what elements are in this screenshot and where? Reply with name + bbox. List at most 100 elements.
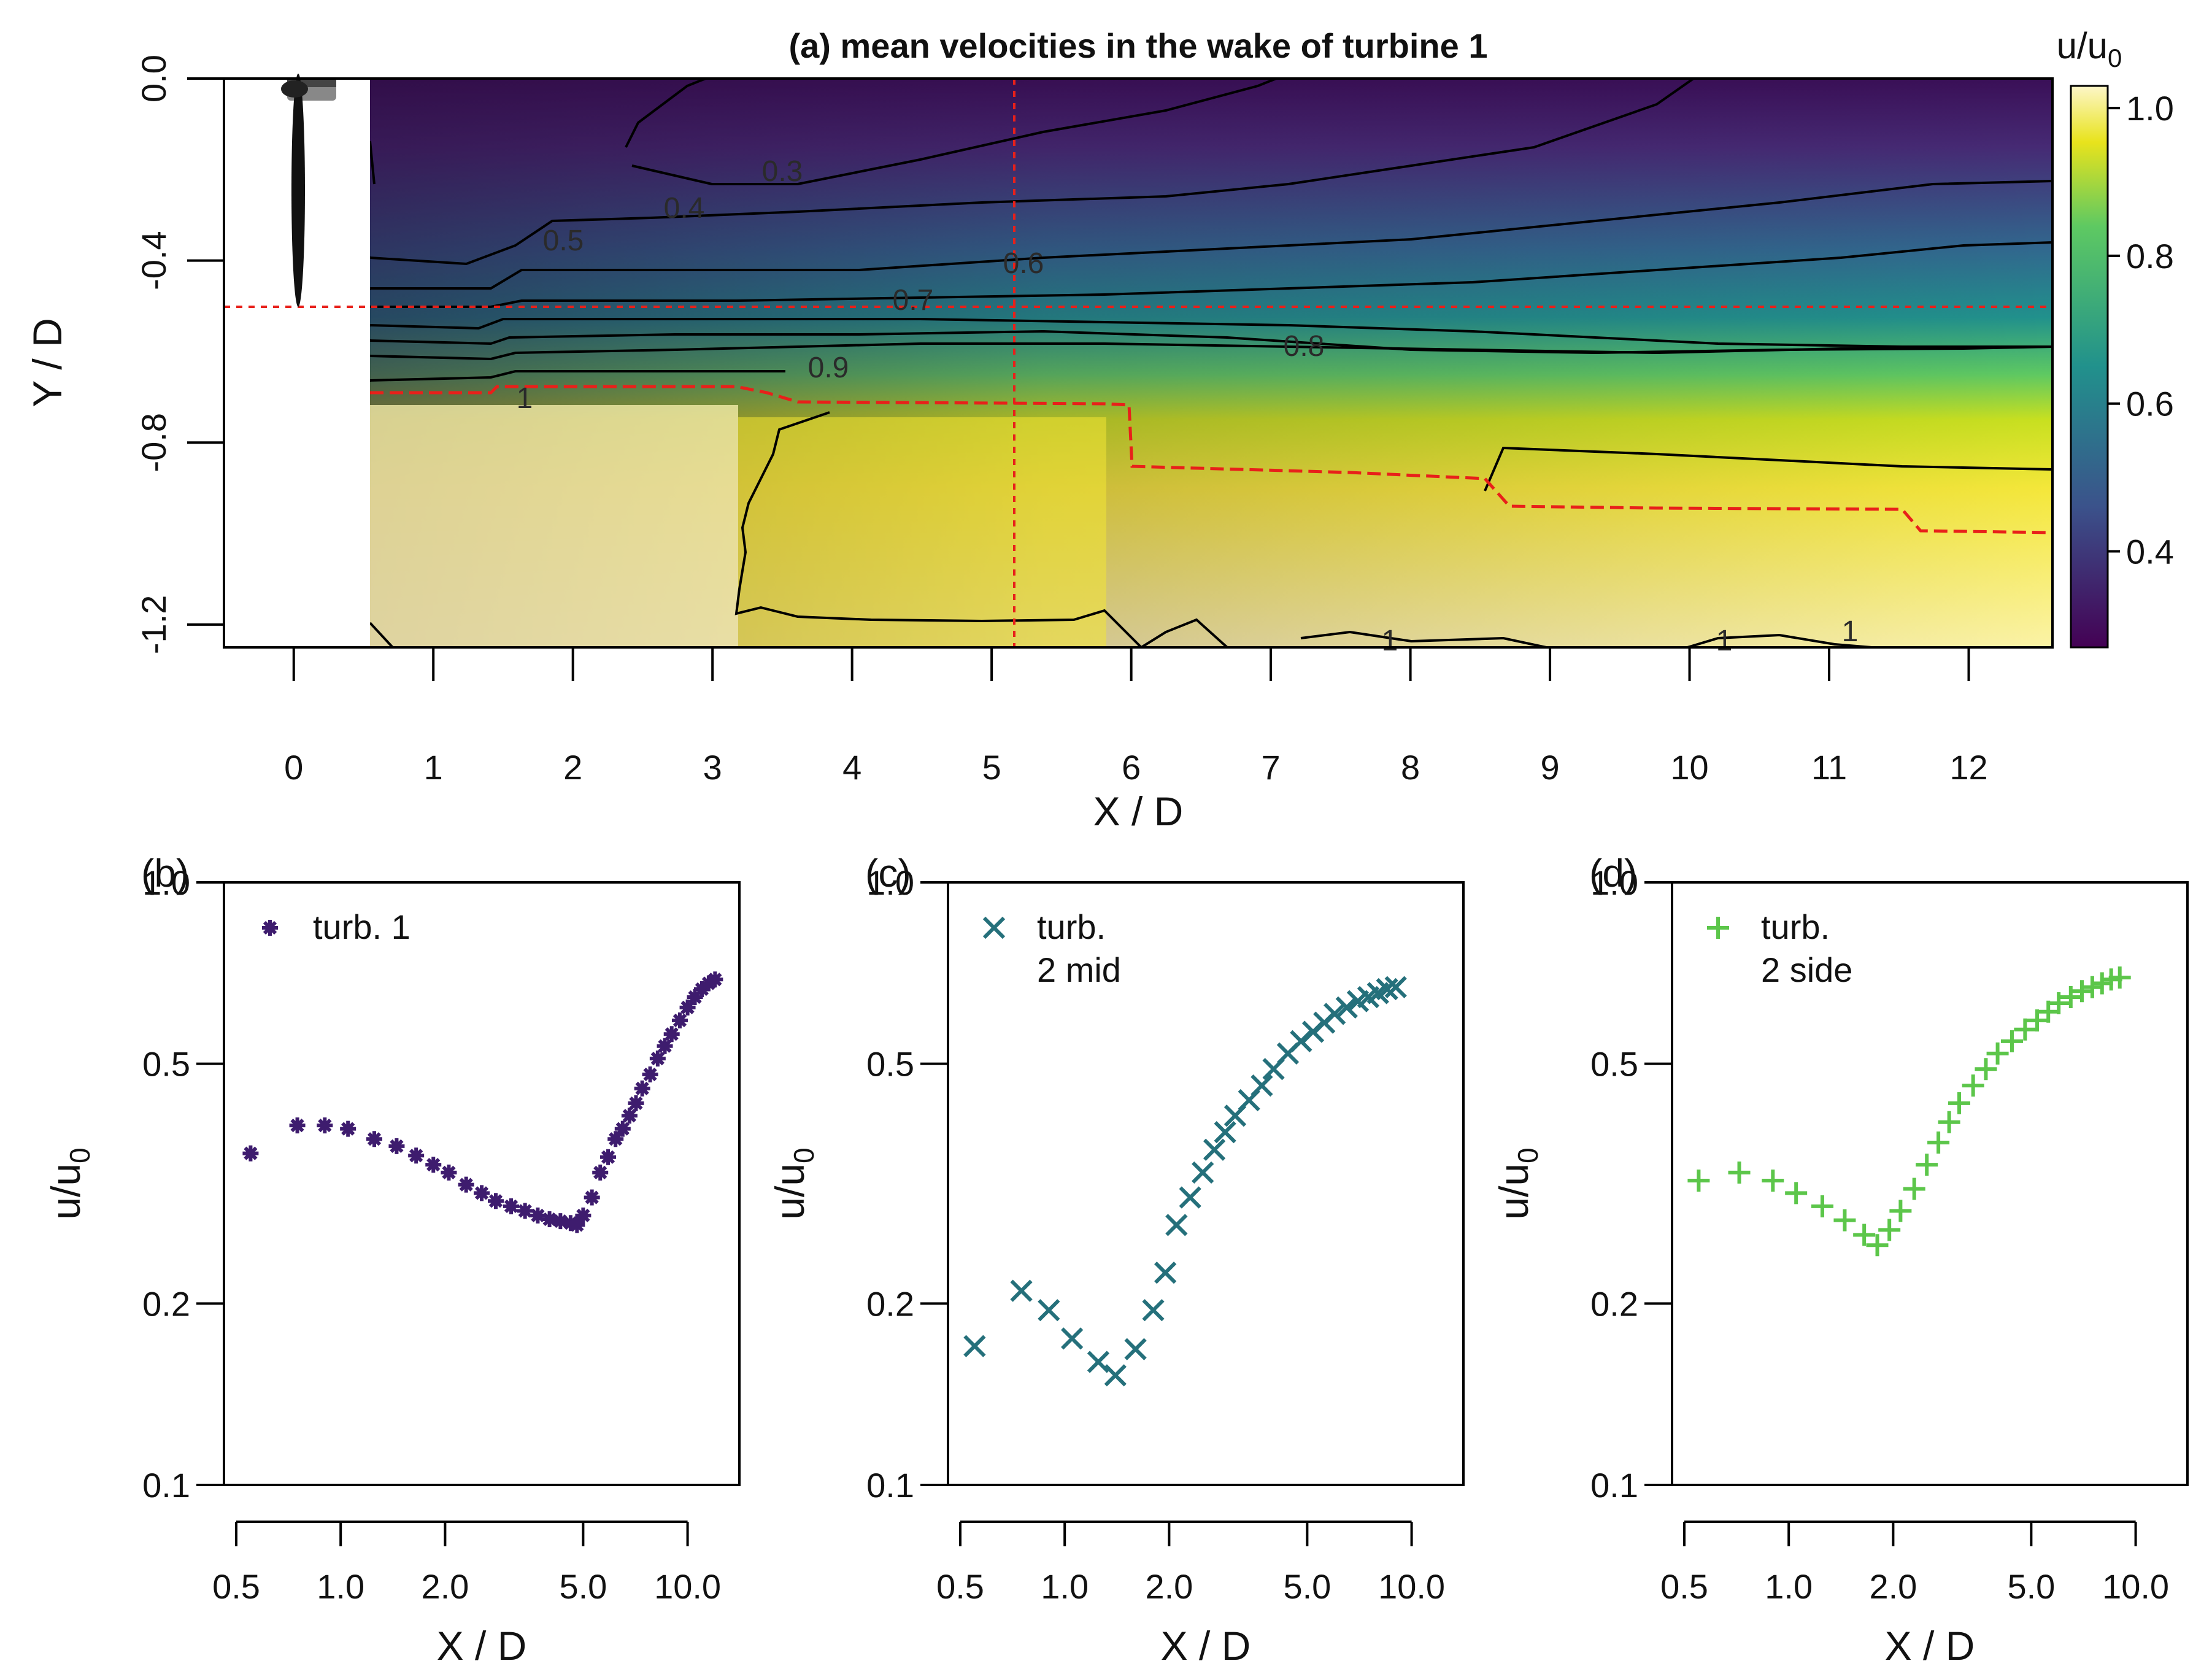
x-tick-label: 2	[563, 748, 582, 787]
data-point	[1214, 1120, 1236, 1144]
data-point	[649, 1051, 666, 1067]
panel-ylabel: u/u0	[767, 1147, 820, 1219]
panel-a-ylabel: Y / D	[25, 318, 70, 407]
contour-label: 0.7	[893, 284, 934, 317]
data-point	[671, 1012, 688, 1029]
contour-label: 0.3	[762, 155, 803, 188]
data-point	[1866, 1234, 1889, 1257]
legend-entry: 2 mid	[1037, 950, 1121, 989]
data-point	[584, 1189, 600, 1206]
contour-line	[625, 79, 706, 148]
data-point	[707, 971, 723, 988]
y-tick-label: 0.5	[142, 1045, 190, 1084]
x-tick-label: 7	[1262, 748, 1281, 787]
data-point	[340, 1120, 356, 1137]
colorbar-ticks: 0.4 0.6 0.8 1.0	[2108, 89, 2174, 571]
panel-xlabel: X / D	[1161, 1623, 1251, 1668]
wake-boundary-line	[370, 385, 2052, 534]
legend-entry: turb.	[1037, 908, 1106, 946]
legend-entry: 2 side	[1761, 950, 1852, 989]
data-point	[628, 1095, 644, 1111]
contour-line	[369, 141, 376, 185]
data-point	[1290, 1030, 1312, 1052]
x-tick-label: 12	[1949, 748, 1987, 787]
data-point	[517, 1203, 533, 1219]
data-point	[503, 1198, 520, 1214]
x-tick-label: 1.0	[1765, 1567, 1813, 1606]
data-point	[1707, 917, 1729, 939]
y-tick-label: 0.1	[1590, 1466, 1638, 1505]
data-point	[317, 1117, 333, 1134]
y-tick-label: 0.5	[866, 1045, 914, 1084]
data-point	[1142, 1299, 1165, 1322]
contour-line	[369, 79, 1695, 266]
data-point	[1087, 1351, 1110, 1373]
x-tick-label: 6	[1122, 748, 1141, 787]
data-point	[474, 1185, 490, 1201]
data-point	[2081, 976, 2103, 998]
y-tick-label: 0.5	[1590, 1045, 1638, 1084]
contour-line	[370, 180, 2052, 290]
panel-a-xlabel: X / D	[1093, 788, 1184, 834]
y-tick-label: -0.8	[134, 413, 173, 472]
data-point	[1785, 1182, 1808, 1205]
colorbar	[2070, 85, 2109, 649]
panel-ylabel: u/u0	[1491, 1147, 1544, 1219]
data-point	[1687, 1169, 1710, 1192]
x-tick-label: 9	[1540, 748, 1559, 787]
colorbar-tick-label: 1.0	[2126, 89, 2174, 128]
data-point	[1192, 1161, 1214, 1184]
data-point	[2071, 980, 2093, 1003]
data-point	[1104, 1364, 1127, 1387]
colorbar-label: u/u0	[2057, 25, 2122, 72]
contour-label: 1	[1842, 615, 1859, 648]
data-point	[963, 1335, 986, 1357]
data-point	[1384, 976, 1407, 998]
panel-label: (d)	[1589, 851, 1637, 895]
x-tick-label: 0.5	[936, 1567, 984, 1606]
colorbar-tick-label: 0.6	[2126, 385, 2174, 423]
data-point	[2026, 1009, 2049, 1032]
panel-frame	[1671, 881, 2189, 1486]
data-point	[693, 981, 710, 997]
x-tick-label: 11	[1811, 748, 1847, 787]
data-point	[562, 1215, 579, 1232]
data-point	[1948, 1092, 1970, 1114]
data-point	[552, 1213, 569, 1230]
contour-line	[1484, 446, 2052, 492]
x-tick-label: 4	[842, 748, 861, 787]
y-tick-label: 1.0	[142, 863, 190, 902]
data-point	[687, 989, 703, 1006]
data-point	[1916, 1154, 1938, 1176]
x-tick-label: 0.5	[1660, 1567, 1708, 1606]
data-point	[1927, 1131, 1950, 1154]
panel-a-frame	[223, 77, 2054, 649]
x-tick-label: 10.0	[2102, 1567, 2169, 1606]
data-point	[289, 1117, 306, 1134]
y-tick-label: 0.0	[134, 55, 173, 102]
data-point	[634, 1080, 650, 1097]
x-tick-label: 5.0	[559, 1567, 607, 1606]
x-tick-label: 10.0	[654, 1567, 721, 1606]
x-tick-label: 1.0	[1041, 1567, 1089, 1606]
panel-label: (c)	[865, 851, 911, 895]
data-point	[1124, 1338, 1147, 1360]
x-tick-label: 5.0	[2007, 1567, 2055, 1606]
data-point	[1811, 1195, 1833, 1217]
x-tick-label: 5.0	[1283, 1567, 1331, 1606]
panel-frame	[947, 881, 1465, 1486]
data-point	[541, 1211, 558, 1228]
panel-xlabel: X / D	[437, 1623, 527, 1668]
data-point	[425, 1157, 442, 1173]
data-point	[607, 1131, 624, 1147]
contour-label: 1	[1716, 625, 1733, 657]
data-point	[2014, 1018, 2037, 1041]
data-point	[663, 1026, 680, 1043]
contour-line	[1687, 633, 1872, 647]
y-tick-label: 0.2	[866, 1284, 914, 1323]
x-tick-label: 3	[703, 748, 722, 787]
contour-line	[369, 370, 785, 382]
heatmap-field	[224, 79, 2052, 647]
data-point	[408, 1147, 425, 1164]
